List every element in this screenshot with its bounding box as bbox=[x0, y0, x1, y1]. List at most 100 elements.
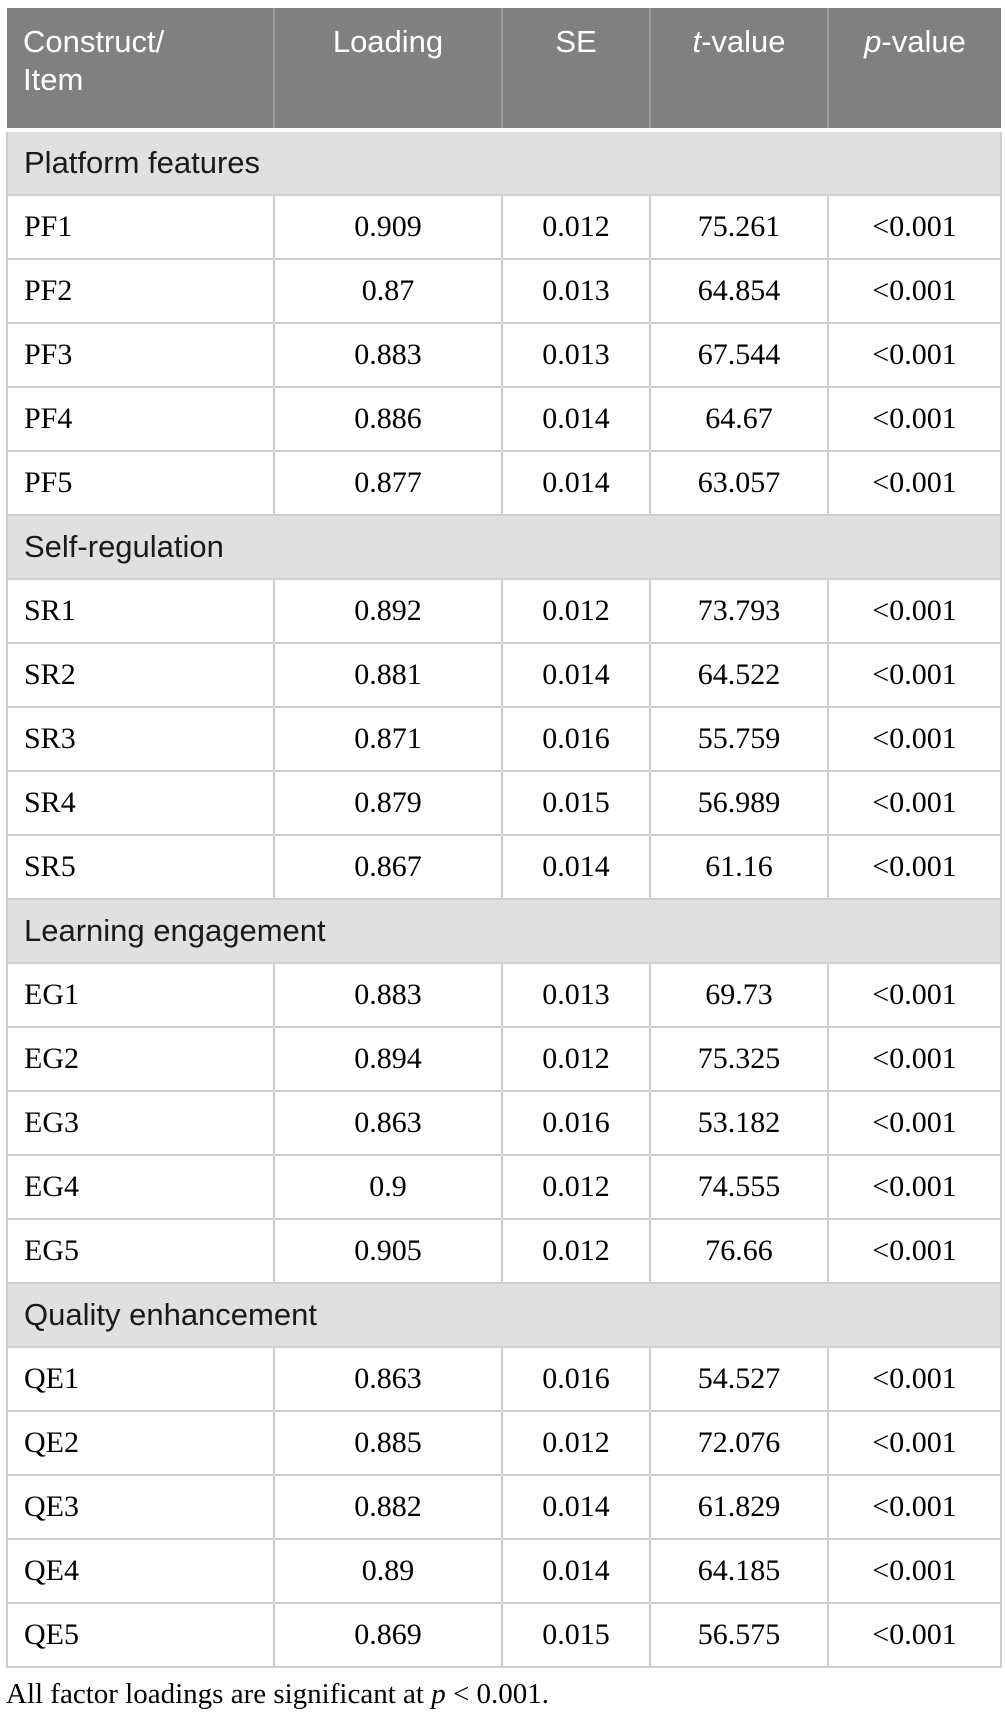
header-p-italic: p bbox=[864, 24, 882, 59]
item-cell: SR1 bbox=[6, 578, 275, 644]
value-cell: <0.001 bbox=[827, 1474, 1002, 1540]
value-cell: 0.867 bbox=[273, 834, 503, 900]
value-cell: 0.016 bbox=[501, 706, 651, 772]
header-t-rest: -value bbox=[701, 24, 786, 59]
value-cell: 0.885 bbox=[273, 1410, 503, 1476]
value-cell: 61.16 bbox=[649, 834, 829, 900]
table-row: PF3 0.883 0.013 67.544 <0.001 bbox=[6, 322, 1002, 388]
value-cell: <0.001 bbox=[827, 1602, 1002, 1668]
item-cell: PF1 bbox=[6, 194, 275, 260]
item-cell: PF2 bbox=[6, 258, 275, 324]
value-cell: <0.001 bbox=[827, 962, 1002, 1028]
value-cell: 0.882 bbox=[273, 1474, 503, 1540]
table-row: QE5 0.869 0.015 56.575 <0.001 bbox=[6, 1602, 1002, 1668]
value-cell: 0.012 bbox=[501, 1410, 651, 1476]
value-cell: 75.325 bbox=[649, 1026, 829, 1092]
item-cell: SR3 bbox=[6, 706, 275, 772]
table-row: SR5 0.867 0.014 61.16 <0.001 bbox=[6, 834, 1002, 900]
value-cell: 61.829 bbox=[649, 1474, 829, 1540]
value-cell: <0.001 bbox=[827, 834, 1002, 900]
value-cell: 0.014 bbox=[501, 1538, 651, 1604]
value-cell: 0.014 bbox=[501, 1474, 651, 1540]
item-cell: EG3 bbox=[6, 1090, 275, 1156]
value-cell: <0.001 bbox=[827, 1218, 1002, 1284]
value-cell: 53.182 bbox=[649, 1090, 829, 1156]
value-cell: 0.877 bbox=[273, 450, 503, 516]
section-header-label: Quality enhancement bbox=[6, 1282, 1002, 1348]
table-row: SR4 0.879 0.015 56.989 <0.001 bbox=[6, 770, 1002, 836]
value-cell: 0.012 bbox=[501, 1218, 651, 1284]
header-se: SE bbox=[501, 8, 650, 132]
value-cell: <0.001 bbox=[827, 578, 1002, 644]
value-cell: <0.001 bbox=[827, 1090, 1002, 1156]
item-cell: QE3 bbox=[6, 1474, 275, 1540]
value-cell: 0.869 bbox=[273, 1602, 503, 1668]
value-cell: <0.001 bbox=[827, 1538, 1002, 1604]
item-cell: SR4 bbox=[6, 770, 275, 836]
table-body: Platform features PF1 0.909 0.012 75.261 <0.0… bbox=[6, 129, 1002, 1668]
table-row: EG5 0.905 0.012 76.66 <0.001 bbox=[6, 1218, 1002, 1284]
value-cell: 64.522 bbox=[649, 642, 829, 708]
table-row: PF2 0.87 0.013 64.854 <0.001 bbox=[6, 258, 1002, 324]
value-cell: 0.89 bbox=[273, 1538, 503, 1604]
value-cell: 63.057 bbox=[649, 450, 829, 516]
footnote-p-italic: p bbox=[431, 1678, 446, 1710]
value-cell: 0.014 bbox=[501, 386, 651, 452]
header-construct-line1: Construct/ bbox=[23, 24, 165, 59]
item-cell: SR5 bbox=[6, 834, 275, 900]
section-header-label: Self-regulation bbox=[6, 514, 1002, 580]
value-cell: 0.015 bbox=[501, 1602, 651, 1668]
value-cell: 56.989 bbox=[649, 770, 829, 836]
value-cell: 0.909 bbox=[273, 194, 503, 260]
value-cell: 0.014 bbox=[501, 450, 651, 516]
value-cell: 0.014 bbox=[501, 642, 651, 708]
table-row: SR3 0.871 0.016 55.759 <0.001 bbox=[6, 706, 1002, 772]
item-cell: PF5 bbox=[6, 450, 275, 516]
value-cell: 0.87 bbox=[273, 258, 503, 324]
value-cell: 0.013 bbox=[501, 322, 651, 388]
value-cell: <0.001 bbox=[827, 1346, 1002, 1412]
item-cell: EG5 bbox=[6, 1218, 275, 1284]
item-cell: PF4 bbox=[6, 386, 275, 452]
item-cell: QE4 bbox=[6, 1538, 275, 1604]
header-loading: Loading bbox=[273, 8, 502, 132]
value-cell: 0.013 bbox=[501, 962, 651, 1028]
table-header: Construct/ Item Loading SE t-value p-val… bbox=[7, 8, 1001, 132]
footnote-pre: All factor loadings are significant at bbox=[6, 1678, 432, 1710]
header-p-rest: -value bbox=[881, 24, 966, 59]
value-cell: 0.905 bbox=[273, 1218, 503, 1284]
item-cell: QE1 bbox=[6, 1346, 275, 1412]
table-row: EG4 0.9 0.012 74.555 <0.001 bbox=[6, 1154, 1002, 1220]
value-cell: <0.001 bbox=[827, 194, 1002, 260]
value-cell: 72.076 bbox=[649, 1410, 829, 1476]
table-row: SR2 0.881 0.014 64.522 <0.001 bbox=[6, 642, 1002, 708]
value-cell: 0.015 bbox=[501, 770, 651, 836]
footnote-post: < 0.001. bbox=[445, 1678, 550, 1710]
header-construct-item: Construct/ Item bbox=[7, 8, 274, 132]
item-cell: SR2 bbox=[6, 642, 275, 708]
value-cell: 0.012 bbox=[501, 194, 651, 260]
value-cell: <0.001 bbox=[827, 322, 1002, 388]
value-cell: 0.016 bbox=[501, 1346, 651, 1412]
item-cell: QE2 bbox=[6, 1410, 275, 1476]
header-t-italic: t bbox=[692, 24, 702, 59]
value-cell: 0.881 bbox=[273, 642, 503, 708]
value-cell: <0.001 bbox=[827, 1154, 1002, 1220]
item-cell: QE5 bbox=[6, 1602, 275, 1668]
table-row: PF1 0.909 0.012 75.261 <0.001 bbox=[6, 194, 1002, 260]
table-row: EG2 0.894 0.012 75.325 <0.001 bbox=[6, 1026, 1002, 1092]
value-cell: <0.001 bbox=[827, 706, 1002, 772]
value-cell: 0.883 bbox=[273, 322, 503, 388]
item-cell: EG4 bbox=[6, 1154, 275, 1220]
value-cell: 64.854 bbox=[649, 258, 829, 324]
section-row: Quality enhancement bbox=[6, 1282, 1002, 1348]
header-p-value: p-value bbox=[827, 8, 1001, 132]
value-cell: <0.001 bbox=[827, 770, 1002, 836]
table-row: PF4 0.886 0.014 64.67 <0.001 bbox=[6, 386, 1002, 452]
value-cell: 0.879 bbox=[273, 770, 503, 836]
section-row: Self-regulation bbox=[6, 514, 1002, 580]
value-cell: <0.001 bbox=[827, 386, 1002, 452]
table-row: QE3 0.882 0.014 61.829 <0.001 bbox=[6, 1474, 1002, 1540]
value-cell: <0.001 bbox=[827, 258, 1002, 324]
